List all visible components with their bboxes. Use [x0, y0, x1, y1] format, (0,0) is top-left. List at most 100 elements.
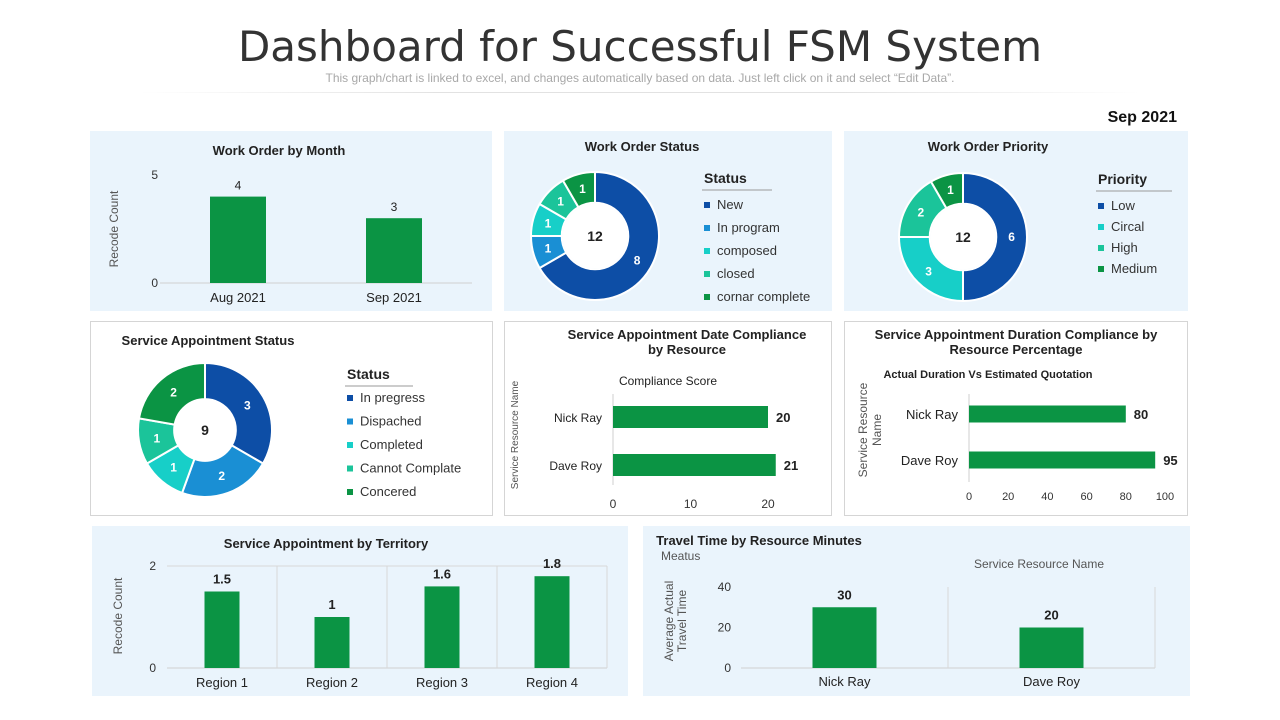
donut-center-total: 9: [201, 422, 209, 438]
legend-swatch-new: [704, 202, 710, 208]
data-label: 20: [776, 410, 790, 425]
y-axis-label: Average ActualTravel Time: [662, 581, 689, 662]
slice-concered: [137, 361, 206, 426]
legend-swatch-in-program: [704, 225, 710, 231]
y-tick-label: Dave Roy: [901, 453, 959, 468]
legend-swatch-in-pregress: [347, 395, 353, 401]
y-tick-label: 5: [151, 168, 158, 182]
legend-item-composed: composed: [717, 243, 777, 258]
slice-low: [962, 171, 1028, 303]
y-tick-label: 2: [149, 559, 156, 573]
x-tick-label: 10: [684, 497, 698, 511]
legend-swatch-high: [1098, 245, 1104, 251]
travel-time-panel[interactable]: Travel Time by Resource Minutes Meatus Ser…: [643, 526, 1190, 696]
legend-swatch-cannot-complate: [347, 465, 353, 472]
bar-region-4: [534, 576, 570, 668]
legend-item-medium: Medium: [1111, 261, 1157, 276]
legend-item-cornar-complete: cornar complete: [717, 289, 810, 304]
donut-hole: [175, 400, 235, 460]
chart-title: Service Appointment Status: [122, 333, 295, 348]
territory-panel[interactable]: Service Appointment by Territory Recode C…: [92, 526, 628, 696]
data-label: 30: [837, 587, 851, 602]
chart-title: Service Appointment by Territory: [224, 536, 429, 551]
legend-item-in-program: In program: [717, 220, 780, 235]
data-label: 1: [328, 597, 335, 612]
x-tick-label: Dave Roy: [1023, 674, 1081, 689]
slice-value-label: 3: [244, 399, 251, 413]
data-label: 21: [784, 458, 798, 473]
chart-title: Work Order Status: [585, 139, 700, 154]
work-order-priority-panel[interactable]: Work Order Priority 6 3 2 1 12 Priority Low Circ…: [844, 131, 1188, 311]
data-label: 20: [1044, 608, 1058, 623]
page-title: Dashboard for Successful FSM System: [237, 22, 1043, 71]
page-subtitle: This graph/chart is linked to excel, and…: [325, 71, 955, 85]
duration-compliance-chart: Service Appointment Duration Compliance …: [856, 327, 1178, 503]
legend-item-low: Low: [1111, 198, 1135, 213]
slice-value-label: 2: [170, 386, 177, 400]
y-tick-label: 0: [149, 661, 156, 675]
slice-value-label: 1: [579, 182, 586, 196]
bar-nick-ray: [969, 405, 1126, 423]
legend-swatch-closed: [704, 271, 710, 277]
legend-item-in-pregress: In pregress: [360, 390, 426, 405]
duration-compliance-panel[interactable]: Service Appointment Duration Compliance …: [844, 321, 1188, 516]
slice-value-label: 1: [545, 242, 552, 256]
legend-swatch-cornar-complete: [704, 294, 710, 300]
legend-swatch-concered: [347, 489, 353, 495]
y-tick-label: Nick Ray: [554, 411, 602, 425]
slice-value-label: 1: [170, 460, 177, 474]
legend-swatch-medium: [1098, 266, 1104, 272]
title-divider: [140, 92, 1140, 93]
y-axis-label: Recode Count: [107, 190, 121, 267]
slice-value-label: 1: [947, 183, 954, 197]
bar-dave-roy: [969, 451, 1156, 469]
slice-value-label: 1: [153, 431, 160, 445]
legend-item-circal: Circal: [1111, 219, 1144, 234]
y-tick-label: Dave Roy: [549, 459, 602, 473]
bar-region-3: [424, 586, 460, 668]
date-compliance-panel[interactable]: Service Appointment Date Compliance by Re…: [504, 321, 832, 516]
legend-item-dispached: Dispached: [360, 414, 421, 429]
legend-item-new: New: [717, 197, 744, 212]
x-tick-label: 0: [610, 497, 617, 511]
data-label: 1.8: [543, 556, 561, 571]
slice-circal: [897, 236, 964, 303]
territory-chart: Service Appointment by Territory Recode C…: [111, 536, 608, 690]
service-appointment-status-panel[interactable]: Service Appointment Status 3 2 1 1 2 9 Status In…: [90, 321, 493, 516]
donut-center-total: 12: [587, 228, 603, 244]
work-order-status-panel[interactable]: Work Order Status 8 1 1 1 1 12 Status New In prog…: [504, 131, 832, 311]
work-order-by-month-panel[interactable]: Work Order by Month Recode Count 0 5 4 Aug 20…: [90, 131, 492, 311]
x-tick-label: Sep 2021: [366, 290, 422, 305]
x-tick-label: 60: [1080, 491, 1092, 503]
chart-title: Work Order Priority: [928, 139, 1049, 154]
legend-title: Priority: [1098, 171, 1147, 187]
chart-subtitle: Meatus: [661, 549, 700, 563]
x-tick-label: Aug 2021: [210, 290, 266, 305]
slice-in-pregress: [204, 361, 273, 465]
legend-item-cannot-complate: Cannot Complate: [360, 461, 461, 476]
data-label: 95: [1163, 453, 1177, 468]
y-axis-label: Service Resource Name: [510, 380, 521, 489]
x-tick-label: Nick Ray: [818, 674, 871, 689]
y-tick-label: 0: [151, 276, 158, 290]
series-label: Actual Duration Vs Estimated Quotation: [883, 369, 1092, 381]
x-tick-label: 40: [1041, 491, 1053, 503]
bar-region-2: [314, 617, 350, 668]
chart-title: Service Appointment Duration Compliance …: [875, 327, 1158, 357]
legend-title: Status: [347, 366, 390, 382]
bar-sep-2021: [366, 218, 422, 283]
data-label: 4: [235, 179, 242, 193]
y-tick-label: 40: [718, 580, 732, 594]
slice-cornar-complete: [561, 170, 596, 209]
slice-value-label: 1: [557, 195, 564, 209]
x-tick-label: 80: [1120, 491, 1132, 503]
y-tick-label: 0: [724, 661, 731, 675]
bar-dave-roy: [1019, 627, 1084, 668]
y-axis-label: Recode Count: [111, 577, 125, 654]
slice-value-label: 6: [1008, 230, 1015, 244]
data-label: 1.6: [433, 566, 451, 581]
legend-item-concered: Concered: [360, 484, 416, 499]
x-tick-label: Region 3: [416, 675, 468, 690]
